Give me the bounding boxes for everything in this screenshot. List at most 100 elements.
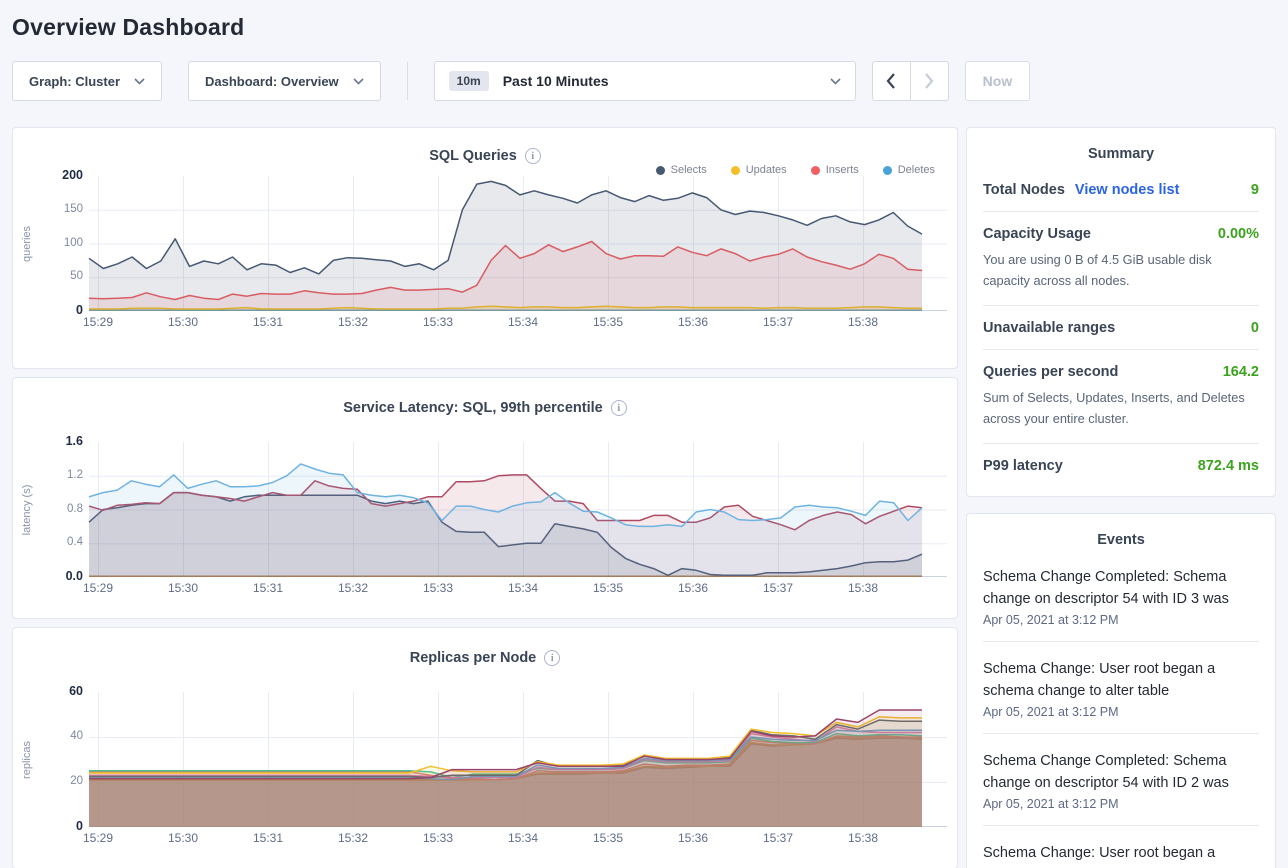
legend-label: Deletes (897, 164, 935, 176)
divider (983, 349, 1259, 350)
summary-panel: Summary Total Nodes View nodes list 9 Ca… (966, 127, 1276, 497)
x-axis-tick: 15:30 (167, 581, 199, 595)
now-button[interactable]: Now (964, 61, 1031, 101)
total-nodes-label: Total Nodes (983, 182, 1065, 198)
divider (983, 443, 1259, 444)
chart-title-row: Replicas per Node i (13, 628, 957, 666)
legend-item-deletes[interactable]: Deletes (882, 164, 935, 176)
toolbar-divider (406, 62, 408, 100)
dashboard-dropdown[interactable]: Dashboard: Overview (188, 61, 381, 101)
x-axis-tick: 15:29 (82, 315, 114, 329)
qps-description: Sum of Selects, Updates, Inserts, and De… (983, 390, 1245, 426)
graph-dropdown[interactable]: Graph: Cluster (12, 61, 163, 101)
legend-dot-icon (882, 165, 892, 175)
y-axis-tick: 0 (76, 819, 83, 833)
event-message: Schema Change: User root began a schema … (983, 661, 1216, 699)
time-nav-group (871, 61, 949, 101)
summary-row-p99: P99 latency 872.4 ms (967, 444, 1275, 496)
legend-item-updates[interactable]: Updates (730, 164, 787, 176)
capacity-description: You are using 0 B of 4.5 GiB usable disk… (983, 252, 1212, 288)
event-item: Schema Change: User root began a schema … (967, 830, 1275, 868)
y-axis-tick: 0.8 (67, 502, 83, 515)
event-item: Schema Change Completed: Schema change o… (967, 554, 1275, 637)
time-range-picker[interactable]: 10m Past 10 Minutes (433, 61, 856, 101)
x-axis-tick: 15:38 (847, 831, 879, 845)
events-list: Schema Change Completed: Schema change o… (967, 554, 1275, 868)
y-axis-tick: 0.0 (65, 569, 83, 583)
events-panel: Events Schema Change Completed: Schema c… (966, 513, 1276, 868)
x-axis-tick: 15:31 (252, 315, 284, 329)
y-axis-tick: 20 (70, 775, 83, 787)
chart-title: Service Latency: SQL, 99th percentile (343, 400, 603, 416)
info-icon[interactable]: i (524, 148, 541, 164)
chart-title-row: SQL Queries i (13, 128, 957, 164)
chevron-left-icon (886, 73, 896, 89)
chevron-down-icon (134, 77, 145, 85)
legend-item-inserts[interactable]: Inserts (810, 164, 859, 176)
chart-card-service-latency: Service Latency: SQL, 99th percentile i … (12, 377, 958, 619)
summary-row-total-nodes: Total Nodes View nodes list 9 (967, 168, 1275, 211)
legend-label: Selects (670, 164, 707, 176)
event-timestamp: Apr 05, 2021 at 3:12 PM (983, 613, 1119, 627)
legend-dot-icon (810, 165, 820, 175)
chart-legend: Selects Updates Inserts Deletes (655, 164, 935, 176)
sidebar-column: Summary Total Nodes View nodes list 9 Ca… (966, 127, 1276, 868)
charts-column: SQL Queries i Selects Updates Inserts Delet… (12, 127, 958, 868)
service-latency-plot[interactable]: 1.6 1.2 0.8 0.4 0.0 15:29 15:30 15:31 15:32 15:33… (21, 434, 947, 595)
x-axis-tick: 15:33 (422, 315, 454, 329)
y-axis-tick: 40 (70, 730, 83, 742)
y-axis-tick: 1.6 (65, 434, 83, 448)
sql-queries-plot[interactable]: 200 150 100 50 0 15:29 15:30 15:31 15:32 15:33 15:… (21, 168, 947, 329)
toolbar: Graph: Cluster Dashboard: Overview 10m P… (12, 61, 1276, 101)
info-icon[interactable]: i (544, 650, 561, 666)
chart-title-row: Service Latency: SQL, 99th percentile i (13, 378, 957, 416)
y-axis-label: latency (s) (21, 484, 33, 535)
y-axis-tick: 200 (62, 168, 83, 182)
x-axis-tick: 15:37 (762, 831, 794, 845)
divider (983, 641, 1259, 642)
info-icon[interactable]: i (610, 400, 627, 416)
x-axis-tick: 15:38 (847, 315, 879, 329)
x-axis-tick: 15:34 (507, 581, 539, 595)
chevron-down-icon (830, 77, 841, 85)
p99-label: P99 latency (983, 458, 1063, 474)
x-axis-tick: 15:29 (82, 831, 114, 845)
capacity-label: Capacity Usage (983, 226, 1091, 242)
y-axis-label: replicas (21, 740, 33, 779)
x-axis-tick: 15:37 (762, 581, 794, 595)
x-axis-tick: 15:36 (677, 315, 709, 329)
x-axis-tick: 15:32 (337, 831, 369, 845)
x-axis-tick: 15:35 (592, 581, 624, 595)
x-axis-tick: 15:36 (677, 581, 709, 595)
p99-value: 872.4 ms (1197, 458, 1259, 474)
divider (983, 825, 1259, 826)
y-axis-tick: 1.2 (67, 468, 83, 481)
chevron-right-icon (925, 73, 934, 89)
summary-row-qps: Queries per second 164.2 (967, 350, 1275, 393)
x-axis-tick: 15:32 (337, 581, 369, 595)
unavailable-value: 0 (1250, 320, 1259, 336)
event-message: Schema Change: User root began a schema … (983, 845, 1216, 868)
divider (983, 305, 1259, 306)
qps-label: Queries per second (983, 364, 1119, 380)
x-axis-tick: 15:30 (167, 831, 199, 845)
x-axis-tick: 15:31 (252, 581, 284, 595)
event-item: Schema Change: User root began a schema … (967, 646, 1275, 729)
time-next-button[interactable] (909, 61, 949, 101)
page-title: Overview Dashboard (12, 14, 245, 40)
capacity-value: 0.00% (1217, 226, 1259, 242)
y-axis-tick: 100 (63, 236, 83, 249)
x-axis-tick: 15:30 (167, 315, 199, 329)
y-axis-tick: 0 (76, 303, 83, 317)
legend-dot-icon (655, 165, 665, 175)
replicas-plot[interactable]: 60 40 20 0 15:29 15:30 15:31 15:32 15:33 15:34 15:… (21, 684, 947, 845)
y-axis-label: queries (21, 225, 33, 262)
legend-item-selects[interactable]: Selects (655, 164, 707, 176)
time-prev-button[interactable] (871, 61, 911, 101)
view-nodes-link[interactable]: View nodes list (1074, 182, 1180, 198)
x-axis-tick: 15:31 (252, 831, 284, 845)
y-axis-tick: 50 (70, 270, 83, 283)
summary-title: Summary (1087, 146, 1155, 162)
graph-dropdown-label: Graph: Cluster (29, 73, 121, 89)
chart-card-replicas: Replicas per Node i 60 40 20 0 15:29 15:30 15:… (12, 627, 958, 868)
